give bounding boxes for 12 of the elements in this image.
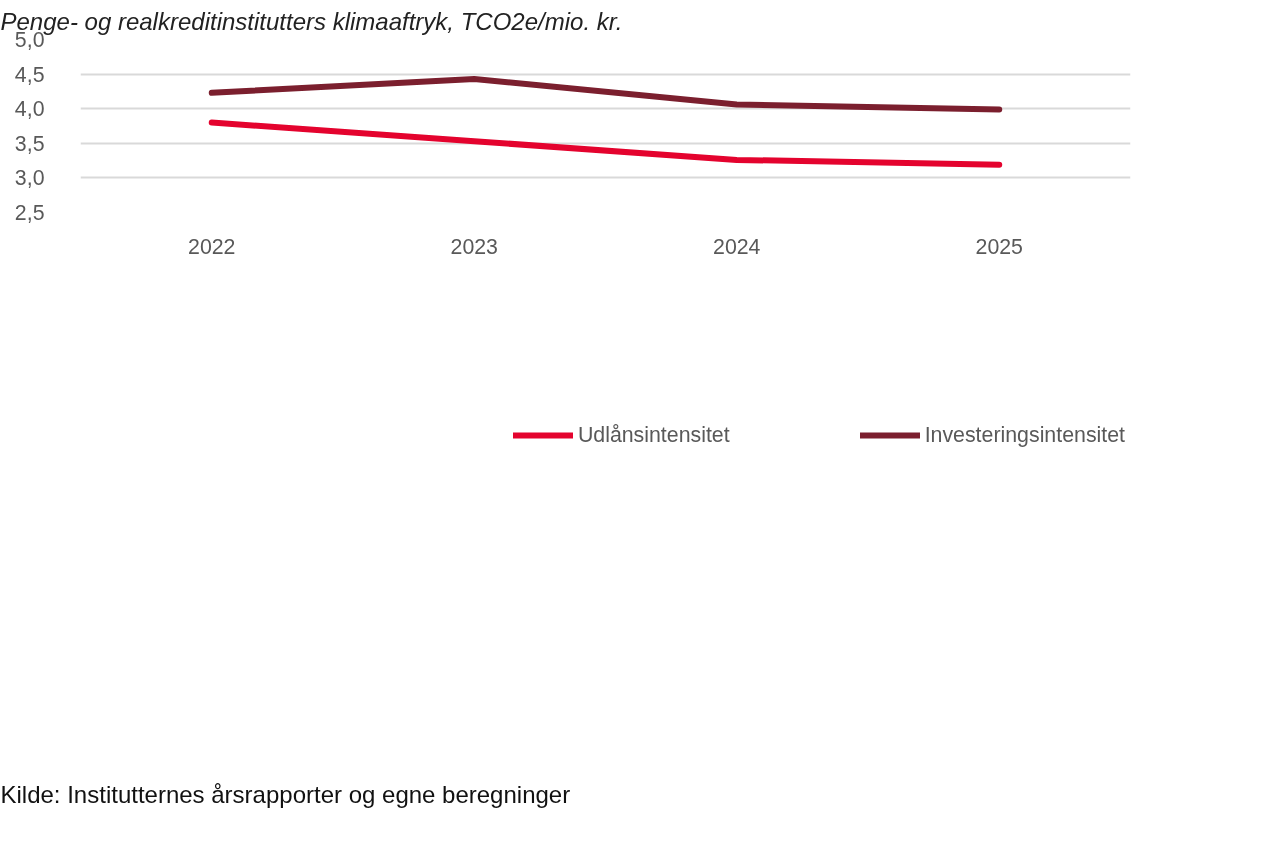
text: Kilde: Institutternes årsrapporter og egne beregninger (0, 781, 571, 808)
y-tick-label: 4,0 (14, 97, 45, 122)
x-tick-label: 2023 (450, 234, 498, 259)
y-tick-label: 3,5 (14, 131, 45, 156)
x-tick-label: 2025 (975, 234, 1023, 259)
x-tick-label: 2022 (188, 234, 236, 259)
y-tick-label: 3,0 (14, 166, 45, 191)
y-tick-label: 2,5 (14, 201, 45, 225)
x-tick-label: 2024 (713, 234, 761, 259)
legend-label: Investeringsintensitet (924, 422, 1125, 448)
y-tick-label: 4,5 (14, 62, 45, 87)
legend-label: Udlånsintensitet (577, 422, 730, 448)
